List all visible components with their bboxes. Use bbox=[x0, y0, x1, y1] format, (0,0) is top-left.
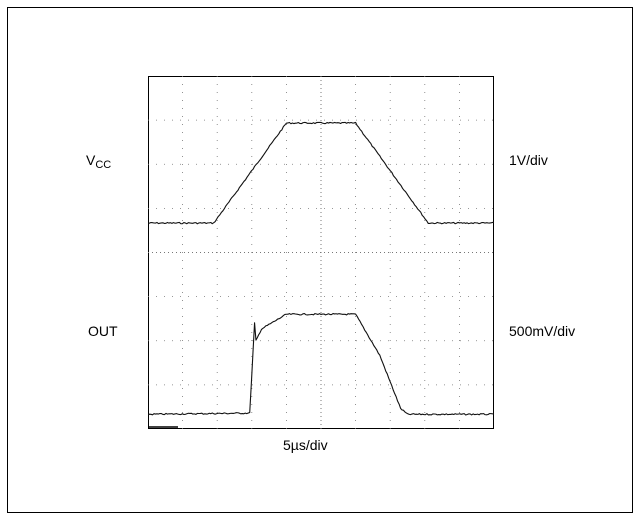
out-vertical-scale-label: 500mV/div bbox=[509, 323, 576, 339]
vcc-vertical-scale-label: 1V/div bbox=[509, 152, 548, 168]
out-channel-label: OUT bbox=[88, 323, 118, 339]
vcc-channel-label: VCC bbox=[86, 152, 112, 171]
time-scale-label: 5µs/div bbox=[283, 437, 328, 453]
oscilloscope-plot bbox=[148, 76, 494, 429]
out-trace bbox=[148, 313, 494, 416]
graticule-grid bbox=[148, 76, 494, 429]
vcc-trace bbox=[148, 121, 494, 225]
oscilloscope-screen bbox=[148, 76, 494, 429]
trace-layer bbox=[148, 121, 494, 416]
figure-frame bbox=[7, 7, 633, 513]
